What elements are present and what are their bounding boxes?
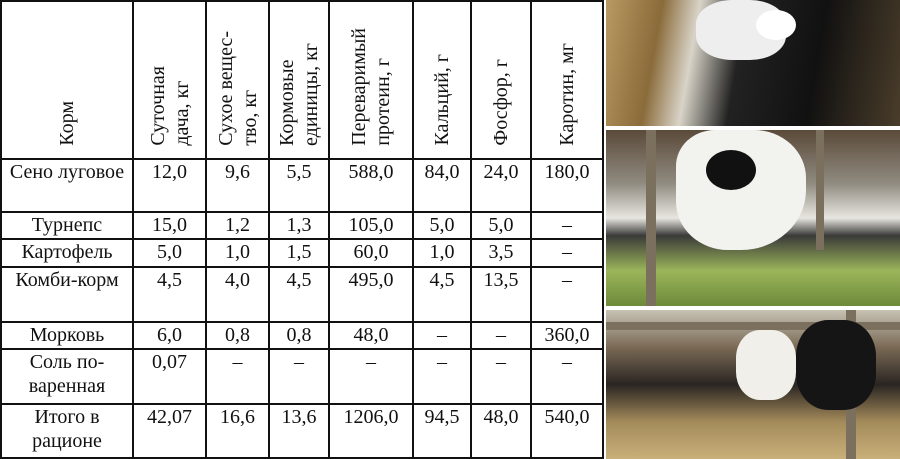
feed-name-cell: Сено луговое — [0, 158, 134, 213]
value-cell: 3,5 — [470, 238, 532, 268]
value-cell: 180,0 — [530, 158, 604, 213]
value-cell: 16,6 — [205, 403, 270, 459]
value-cell: 4,5 — [132, 266, 207, 323]
column-header: Фосфор, г — [470, 0, 532, 160]
column-header-label: Переваримый протеин, г — [348, 28, 394, 146]
photo-cows-in-stalls — [606, 310, 900, 459]
value-cell: 1,0 — [205, 238, 270, 268]
value-cell: – — [205, 348, 270, 405]
value-cell: 0,8 — [205, 321, 270, 350]
value-cell: – — [268, 348, 330, 405]
value-cell: 48,0 — [328, 321, 414, 350]
value-cell: 6,0 — [132, 321, 207, 350]
value-cell: – — [530, 211, 604, 240]
table-row: Итого в рационе 42,07 16,6 13,6 1206,0 94,5 48… — [0, 403, 604, 459]
column-header-label: Каротин, мг — [556, 43, 578, 146]
table-row: Картофель 5,0 1,0 1,5 60,0 1,0 3,5– — [0, 238, 604, 268]
column-header: Кальций, г — [412, 0, 472, 160]
column-header-label: Фосфор, г — [490, 59, 512, 146]
column-header-label: Корм — [56, 101, 78, 146]
value-cell: 495,0 — [328, 266, 414, 323]
column-header-label: Сухое вещес- тво, кг — [214, 31, 261, 146]
value-cell: 5,5 — [268, 158, 330, 213]
value-cell: 13,5 — [470, 266, 532, 323]
value-cell: – — [530, 266, 604, 323]
table-row: Турнепс 15,0 1,2 1,3 105,0 5,0 5,0– — [0, 211, 604, 240]
table-row: Сено луговое 12,0 9,6 5,5 588,0 84,0 24,0 180,0 — [0, 158, 604, 213]
column-header: Кормовые единицы, кг — [268, 0, 330, 160]
column-header: Каротин, мг — [530, 0, 604, 160]
value-cell: – — [412, 348, 472, 405]
value-cell: 5,0 — [470, 211, 532, 240]
value-cell: 15,0 — [132, 211, 207, 240]
value-cell: 9,6 — [205, 158, 270, 213]
table-row: Соль по-варенная 0,07– – – – – – — [0, 348, 604, 405]
column-header: Сухое вещес- тво, кг — [205, 0, 270, 160]
value-cell: 13,6 — [268, 403, 330, 459]
column-header: Переваримый протеин, г — [328, 0, 414, 160]
value-cell: 1206,0 — [328, 403, 414, 459]
value-cell: – — [470, 321, 532, 350]
value-cell: 94,5 — [412, 403, 472, 459]
value-cell: – — [530, 348, 604, 405]
value-cell: 0,8 — [268, 321, 330, 350]
value-cell: 48,0 — [470, 403, 532, 459]
feed-name-cell: Комби-корм — [0, 266, 134, 323]
header-row: Корм Суточная дача, кг Сухое вещес- тво, к… — [0, 0, 604, 160]
feed-ration-table: Корм Суточная дача, кг Сухое вещес- тво, к… — [0, 0, 604, 459]
value-cell: 105,0 — [328, 211, 414, 240]
value-cell: – — [412, 321, 472, 350]
column-header-label: Кальций, г — [431, 54, 453, 146]
column-header-label: Кормовые единицы, кг — [276, 43, 322, 146]
value-cell: 360,0 — [530, 321, 604, 350]
feed-name-cell: Картофель — [0, 238, 134, 268]
value-cell: 540,0 — [530, 403, 604, 459]
value-cell: 84,0 — [412, 158, 472, 213]
value-cell: 1,2 — [205, 211, 270, 240]
column-header: Корм — [0, 0, 134, 160]
value-cell: – — [530, 238, 604, 268]
value-cell: 42,07 — [132, 403, 207, 459]
value-cell: – — [328, 348, 414, 405]
feed-name-cell: Турнепс — [0, 211, 134, 240]
value-cell: 60,0 — [328, 238, 414, 268]
value-cell: 4,0 — [205, 266, 270, 323]
value-cell: 588,0 — [328, 158, 414, 213]
value-cell: – — [470, 348, 532, 405]
column-header-label: Суточная дача, кг — [146, 66, 193, 146]
value-cell: 0,07 — [132, 348, 207, 405]
value-cell: 1,3 — [268, 211, 330, 240]
value-cell: 1,0 — [412, 238, 472, 268]
table-row: Комби-корм 4,5 4,0 4,5 495,0 4,5 13,5– — [0, 266, 604, 323]
table-row: Морковь 6,0 0,8 0,8 48,0– –360,0 — [0, 321, 604, 350]
value-cell: 5,0 — [132, 238, 207, 268]
value-cell: 24,0 — [470, 158, 532, 213]
value-cell: 5,0 — [412, 211, 472, 240]
photo-cow-eating-green-fodder — [606, 130, 900, 306]
feed-name-cell: Соль по-варенная — [0, 348, 134, 405]
feed-name-cell: Итого в рационе — [0, 403, 134, 459]
photo-calf-eating-hay — [606, 0, 900, 126]
value-cell: 4,5 — [412, 266, 472, 323]
feed-name-cell: Морковь — [0, 321, 134, 350]
value-cell: 1,5 — [268, 238, 330, 268]
column-header: Суточная дача, кг — [132, 0, 207, 160]
value-cell: 4,5 — [268, 266, 330, 323]
value-cell: 12,0 — [132, 158, 207, 213]
